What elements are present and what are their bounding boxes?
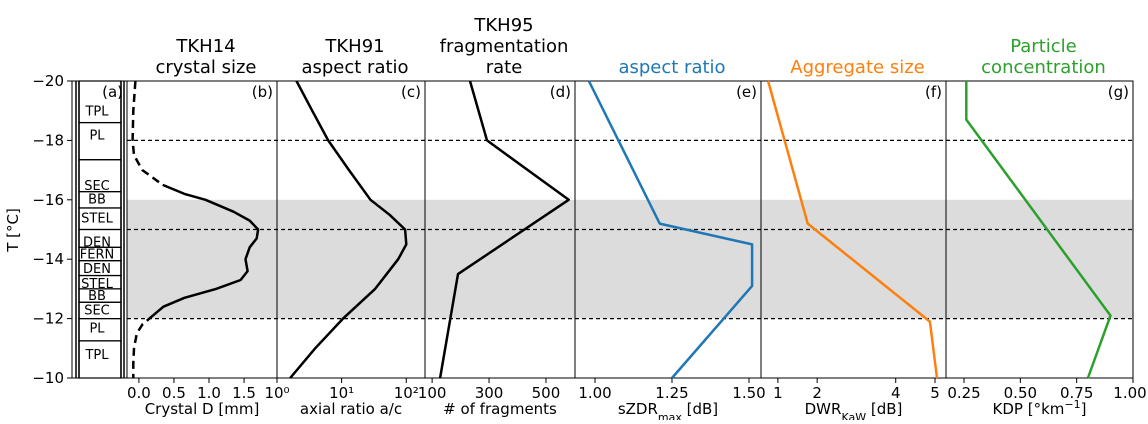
profile-line <box>965 81 1112 379</box>
y-axis-label: T [°C] <box>4 208 22 253</box>
y-tick-label: −12 <box>32 310 64 328</box>
habit-label: BB <box>88 289 106 304</box>
x-tick-label: 4 <box>891 384 901 402</box>
y-tick-label: −20 <box>32 72 64 90</box>
x-tick-label: 2 <box>812 384 822 402</box>
panel-title: aspect ratio <box>301 57 408 78</box>
habit-label: STEL <box>81 277 113 292</box>
x-tick-label: 1.00 <box>1113 384 1146 402</box>
panel-title: TKH95 <box>473 15 533 36</box>
x-tick-label: 0.50 <box>1004 384 1037 402</box>
x-axis-label-part: KDP [°km <box>993 400 1065 418</box>
x-tick-label: 10² <box>394 384 419 402</box>
panel-title: rate <box>486 57 523 78</box>
x-tick-label: 500 <box>532 384 561 402</box>
panel-title: TKH14 <box>175 36 235 57</box>
x-axis-label-part: ] <box>1081 400 1087 418</box>
profile-line <box>152 183 260 317</box>
habit-label: PL <box>89 128 105 143</box>
profile-line <box>587 80 754 379</box>
panel-title: TKH91 <box>324 36 384 57</box>
x-axis-label: DWRKaW [dB] <box>805 400 903 420</box>
y-tick-label: −14 <box>32 250 64 268</box>
x-axis-label-part: −1 <box>1064 398 1080 411</box>
y-tick-label: −18 <box>32 131 64 149</box>
y-tick-label: −16 <box>32 191 64 209</box>
habit-label: FERN <box>80 247 114 262</box>
habit-label: DEN <box>83 262 111 277</box>
x-tick-label: 0.0 <box>127 384 151 402</box>
panel-letter: (c) <box>401 83 421 101</box>
y-tick-label: −10 <box>32 369 64 387</box>
x-tick-label: 10¹ <box>329 384 354 402</box>
x-axis-label-part: [dB] <box>866 400 902 418</box>
x-tick-label: 1.25 <box>655 384 688 402</box>
habit-label: STEL <box>81 212 113 227</box>
x-axis-label-part: Crystal D [mm] <box>145 400 260 418</box>
x-axis-label: # of fragments <box>443 400 557 418</box>
x-tick-label: 1.50 <box>732 384 765 402</box>
shaded-band <box>127 199 1133 319</box>
x-axis-label-part: # of fragments <box>443 400 557 418</box>
x-tick-label: 300 <box>475 384 504 402</box>
habit-label: TPL <box>84 348 109 363</box>
x-axis-label-part: DWR <box>805 400 842 418</box>
x-tick-label: 0.25 <box>947 384 980 402</box>
profile-line <box>132 314 154 378</box>
habit-label: BB <box>88 192 106 207</box>
profile-line <box>289 80 408 379</box>
x-axis-label-part: max <box>658 411 682 421</box>
x-tick-label: 100 <box>418 384 447 402</box>
panel-letter: (d) <box>550 83 571 101</box>
panel-title: aspect ratio <box>618 57 725 78</box>
x-axis-label: sZDRmax [dB] <box>618 400 718 420</box>
x-tick-label: 5 <box>930 384 940 402</box>
habit-label: PL <box>89 322 105 337</box>
panel-frame <box>945 80 1134 379</box>
x-axis-label: KDP [°km−1] <box>993 398 1087 419</box>
x-axis-label-part: KaW <box>841 411 866 421</box>
x-axis-label-part: [dB] <box>682 400 718 418</box>
x-tick-label: 0.75 <box>1060 384 1093 402</box>
x-tick-label: 10⁰ <box>264 384 289 402</box>
habit-label: TPL <box>84 105 109 120</box>
panel-letter: (g) <box>1108 83 1129 101</box>
panel-title: concentration <box>981 57 1106 78</box>
x-axis-label-part: sZDR <box>618 400 658 418</box>
x-axis-label-part: axial ratio a/c <box>300 400 402 418</box>
x-axis-label: axial ratio a/c <box>300 400 402 418</box>
x-tick-label: 1.5 <box>232 384 256 402</box>
x-tick-label: 1.00 <box>578 384 611 402</box>
panel-letter: (e) <box>736 83 757 101</box>
habit-label: DEN <box>83 235 111 250</box>
panel-title: Particle <box>1010 36 1077 57</box>
x-tick-label: 1 <box>773 384 783 402</box>
panel-title: Aggregate size <box>790 57 924 78</box>
profile-line <box>438 80 570 379</box>
habit-label: SEC <box>84 304 110 319</box>
habit-label: SEC <box>84 179 110 194</box>
x-tick-label: 1.0 <box>197 384 221 402</box>
panel-title: fragmentation <box>440 36 569 57</box>
profile-line <box>766 80 939 379</box>
x-tick-label: 0.5 <box>162 384 186 402</box>
panel-letter: (b) <box>252 83 273 101</box>
panel-title: crystal size <box>155 57 256 78</box>
habit-box <box>78 340 122 379</box>
panel-letter: (a) <box>102 83 123 101</box>
x-axis-label: Crystal D [mm] <box>145 400 260 418</box>
panel-letter: (f) <box>925 83 942 101</box>
profile-line <box>131 80 164 186</box>
